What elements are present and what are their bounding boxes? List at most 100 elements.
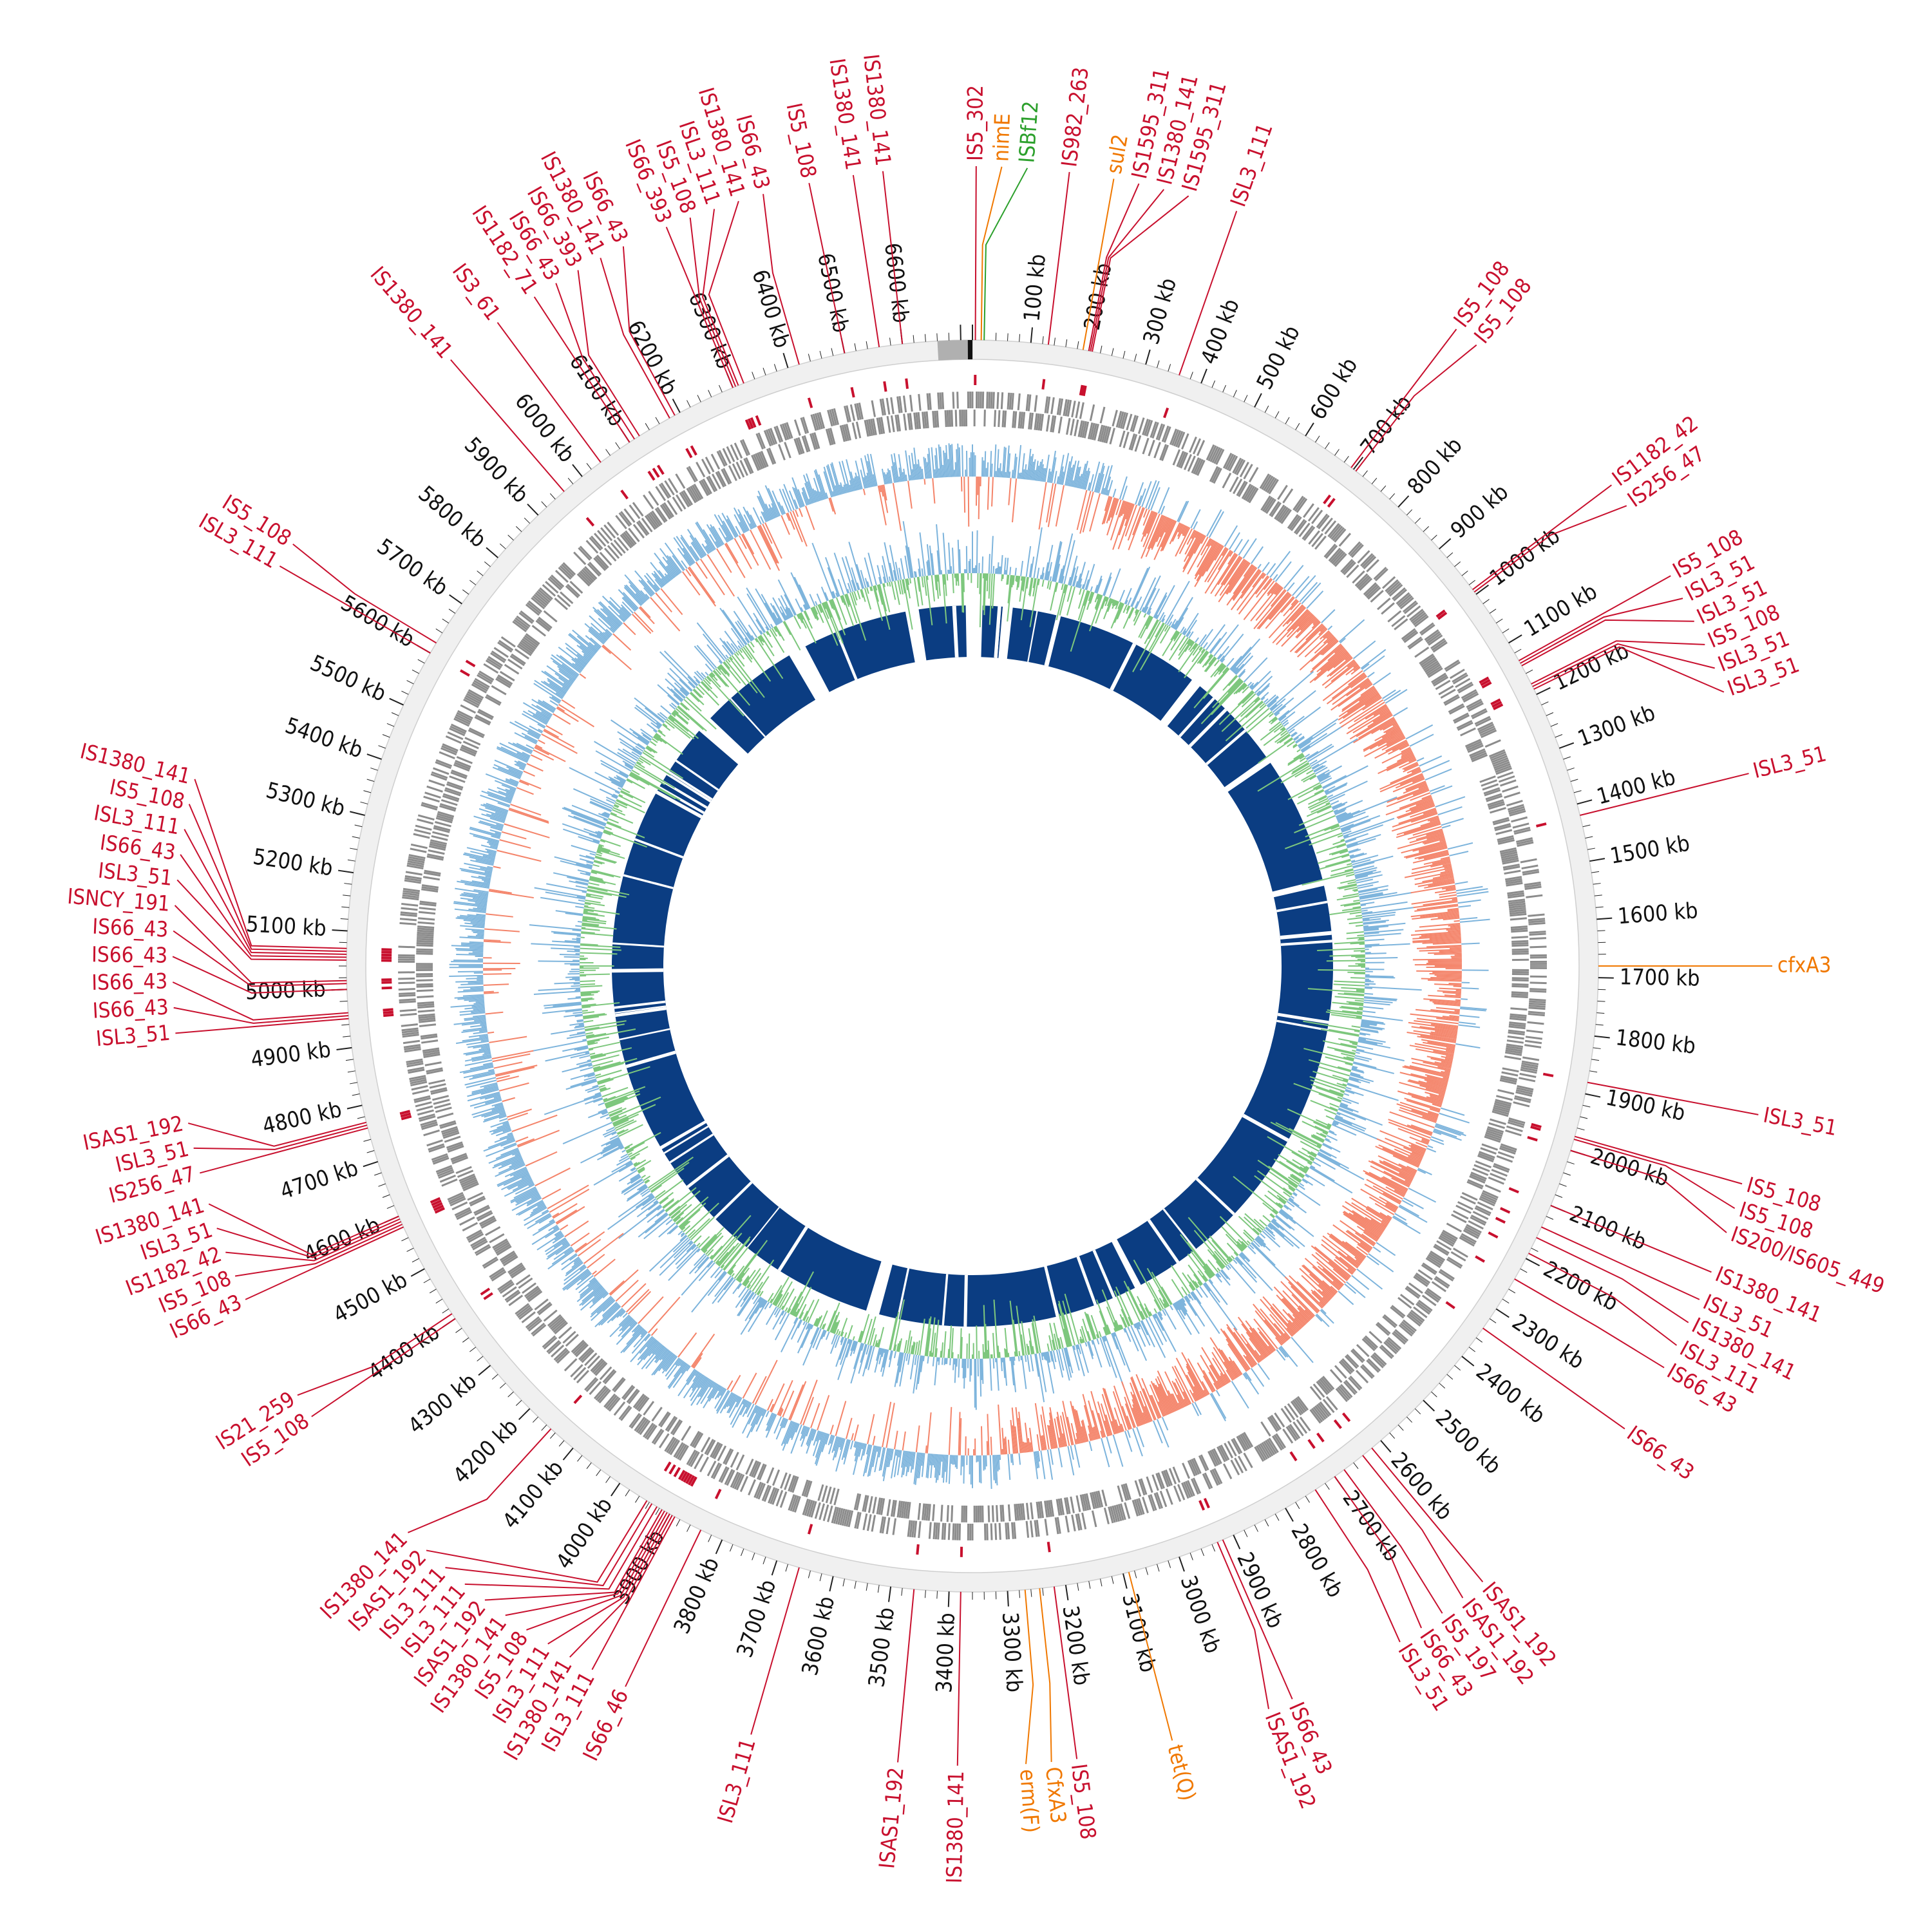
gc-content-bar <box>849 1340 856 1356</box>
gc-content-bar <box>1360 1028 1379 1032</box>
gc-content-bar <box>1295 1188 1321 1206</box>
gc-content-bar <box>1175 616 1184 630</box>
gc-content-bar <box>1243 1229 1255 1240</box>
gc-skew-bar <box>508 768 522 776</box>
gc-content-bar <box>1306 743 1332 761</box>
gc-content-bar <box>1336 1112 1341 1115</box>
gc-skew-bar <box>1402 1066 1450 1079</box>
gc-skew-bar <box>624 574 648 601</box>
gc-content-bar <box>1041 1352 1044 1361</box>
gc-skew-bar <box>646 1338 656 1348</box>
gc-content-bar <box>643 1216 671 1240</box>
gc-skew-bar <box>1047 483 1057 527</box>
gc-skew-bar <box>918 1452 923 1479</box>
gc-skew-bar <box>860 458 869 488</box>
gc-skew-bar <box>504 1181 534 1197</box>
gc-content-bar <box>667 672 690 694</box>
gc-content-bar <box>1112 600 1117 609</box>
gc-skew-bar <box>840 482 844 495</box>
gc-skew-bar <box>1452 898 1457 900</box>
gc-skew-bar <box>651 1350 671 1376</box>
gc-skew-bar <box>1403 764 1419 773</box>
gc-content-bar <box>738 1286 747 1298</box>
gc-skew-bar <box>735 1397 743 1408</box>
gc-skew-bar <box>721 524 732 541</box>
gc-content-bar <box>976 530 978 574</box>
gc-skew-bar <box>772 490 784 515</box>
gc-skew-bar <box>1314 1246 1352 1277</box>
gc-skew-bar <box>1207 538 1213 547</box>
gc-content-bar <box>596 1146 624 1160</box>
gc-skew-bar <box>1278 1347 1287 1358</box>
gc-content-bar <box>1197 1282 1202 1287</box>
gc-skew-bar <box>478 821 503 830</box>
gc-content-bar <box>638 759 644 764</box>
blast-gap <box>614 1000 666 1009</box>
gc-content-bar <box>824 601 833 618</box>
gc-skew-bar <box>509 808 549 822</box>
gc-content-bar <box>683 1225 691 1233</box>
gc-skew-bar <box>596 1298 614 1314</box>
gc-skew-bar <box>488 890 534 899</box>
gc-skew-bar <box>905 474 907 482</box>
gc-content-bar <box>562 1063 592 1073</box>
gc-content-bar <box>1046 580 1050 589</box>
gc-skew-bar <box>518 781 529 786</box>
gc-skew-bar <box>551 654 580 676</box>
gc-skew-bar <box>672 555 685 571</box>
gc-skew-bar <box>1428 994 1461 998</box>
gc-content-bar <box>1005 558 1009 575</box>
gc-content-bar <box>591 869 621 878</box>
gc-content-bar <box>1355 1052 1360 1054</box>
gc-skew-bar <box>601 595 627 621</box>
gc-content-bar <box>1308 1059 1351 1072</box>
gc-content-bar <box>630 1174 641 1182</box>
gc-content-bar <box>1270 1121 1321 1149</box>
gc-skew-bar <box>655 592 672 612</box>
gc-skew-bar <box>1032 459 1036 480</box>
gc-content-bar <box>645 1204 661 1217</box>
gc-skew-bar <box>849 484 853 492</box>
gc-skew-bar <box>1364 1184 1401 1205</box>
gc-skew-bar <box>690 1376 707 1401</box>
gc-skew-bar <box>782 1418 788 1429</box>
gc-content-bar <box>580 952 618 955</box>
gc-skew-bar <box>1218 1348 1238 1378</box>
gc-skew-bar <box>1102 488 1105 495</box>
cds-mark <box>1325 545 1338 559</box>
gc-skew-bar <box>1232 566 1256 600</box>
gc-skew-bar <box>506 1136 515 1141</box>
gc-skew-bar <box>579 1281 599 1298</box>
gc-skew-bar <box>583 654 591 661</box>
cds-mark <box>1334 553 1347 567</box>
gc-skew-bar <box>631 1333 650 1354</box>
gc-skew-bar <box>921 1453 924 1466</box>
gc-skew-bar <box>1209 1365 1223 1388</box>
gc-content-bar <box>1076 573 1082 588</box>
blast-hit-block <box>611 730 739 1146</box>
cds-mark <box>1524 884 1542 888</box>
gc-content-bar <box>672 1204 692 1221</box>
gc-content-bar <box>580 983 596 986</box>
gc-skew-bar <box>1141 481 1152 507</box>
gc-skew-bar <box>846 1417 853 1439</box>
gc-skew-bar <box>1409 800 1434 810</box>
gc-skew-bar <box>1226 1338 1249 1371</box>
gc-content-bar <box>989 573 993 625</box>
gc-content-bar <box>1265 1226 1274 1234</box>
cds-mark <box>1466 743 1483 752</box>
gc-skew-bar <box>1301 1274 1330 1302</box>
gc-content-bar <box>1159 1311 1163 1316</box>
cds-mark <box>1314 535 1327 550</box>
gc-skew-bar <box>1365 1208 1390 1224</box>
gc-skew-bar <box>510 804 542 816</box>
gc-skew-bar <box>1179 528 1193 554</box>
gc-content-bar <box>595 855 617 864</box>
gc-skew-bar <box>1233 538 1243 553</box>
blast-gap <box>963 1274 968 1327</box>
gc-skew-bar <box>854 1442 860 1462</box>
gc-content-bar <box>616 800 628 807</box>
gc-skew-bar <box>710 524 723 545</box>
gc-skew-bar <box>1101 1394 1115 1435</box>
gc-content-bar <box>1352 1050 1356 1052</box>
